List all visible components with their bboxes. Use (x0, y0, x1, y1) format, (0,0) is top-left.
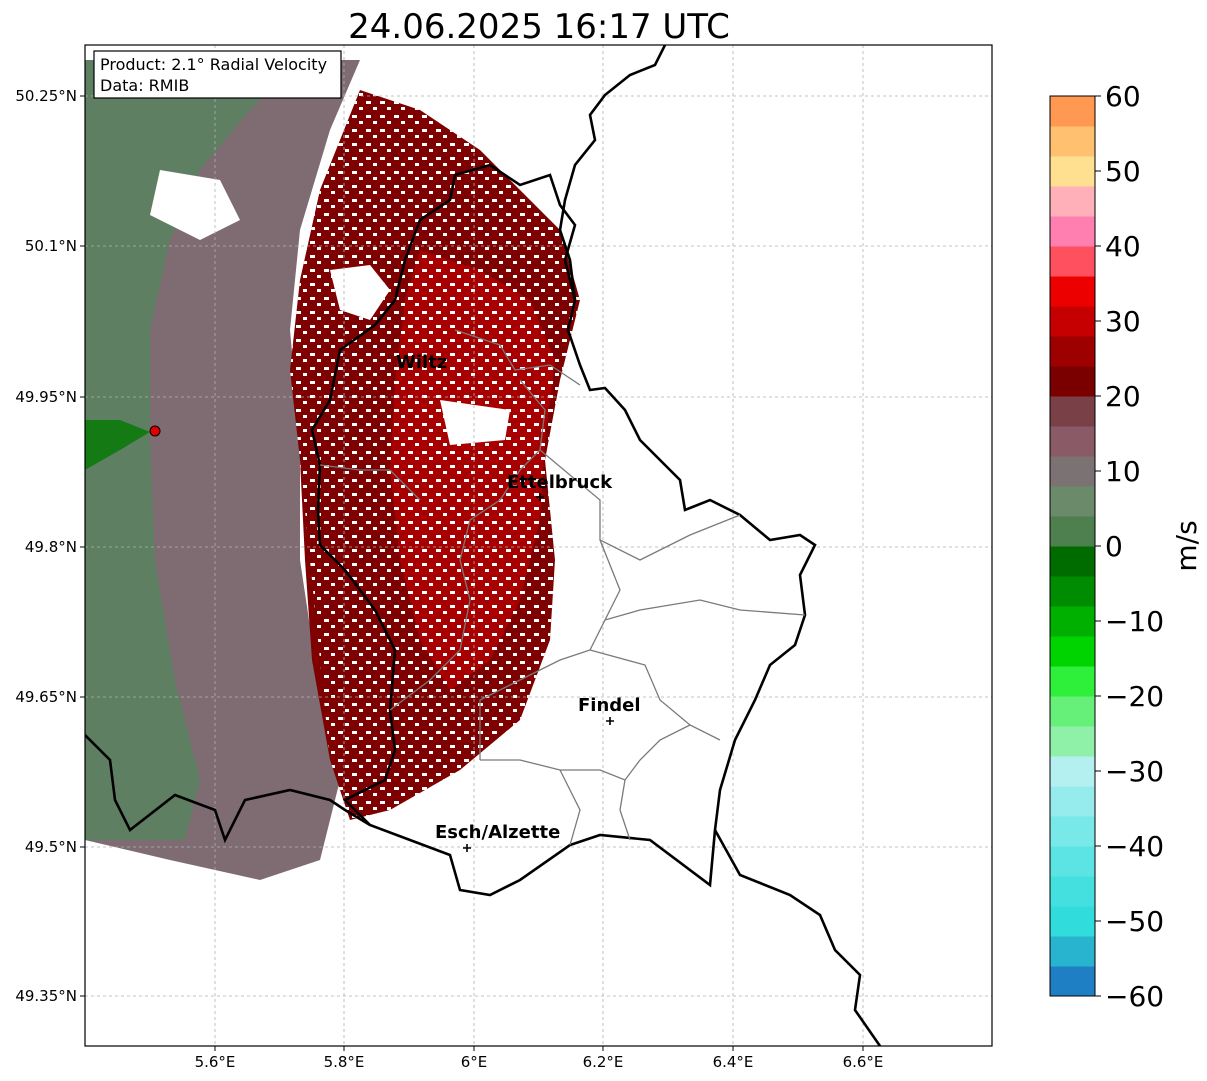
colorbar-segment (1050, 336, 1095, 367)
city-label-ettelbruck: Ettelbruck (507, 472, 613, 493)
colorbar-tick-label: −40 (1105, 830, 1164, 863)
colorbar-segment (1050, 486, 1095, 517)
data-source-label: Data: RMIB (100, 76, 189, 95)
france-border-south (713, 829, 882, 1046)
colorbar-segment (1050, 456, 1095, 487)
colorbar-segment (1050, 306, 1095, 337)
findel-marker (606, 717, 614, 725)
colorbar-tick-label: −10 (1105, 605, 1164, 638)
colorbar-segment (1050, 216, 1095, 247)
colorbar-segment (1050, 846, 1095, 877)
colorbar-segment (1050, 396, 1095, 427)
colorbar-segment (1050, 936, 1095, 967)
velocity-zone-green-dark (85, 420, 150, 470)
lat-tick-label: 49.35°N (15, 987, 77, 1005)
product-label: Product: 2.1° Radial Velocity (100, 55, 327, 74)
lat-axis: 50.25°N 50.1°N 49.95°N 49.8°N 49.65°N 49… (15, 87, 85, 1005)
esch-marker (463, 844, 471, 852)
lon-axis: 5.6°E 5.8°E 6°E 6.2°E 6.4°E 6.6°E (195, 1046, 884, 1071)
echo-gap-ne (440, 400, 510, 445)
colorbar-segment (1050, 366, 1095, 397)
colorbar-segment (1050, 186, 1095, 217)
colorbar-tick-label: −50 (1105, 905, 1164, 938)
borders (85, 45, 882, 1046)
city-label-esch: Esch/Alzette (435, 822, 560, 843)
city-markers (463, 493, 614, 852)
lat-tick-label: 50.1°N (25, 237, 77, 255)
colorbar: 60 50 40 30 20 10 0 −10 −20 −30 −40 −50 −60 m/s (1049, 80, 1203, 1013)
echo-gap-center (330, 265, 390, 320)
germany-border-east (558, 45, 667, 301)
city-label-findel: Findel (578, 695, 641, 716)
colorbar-segment (1050, 96, 1095, 127)
lat-tick-label: 50.25°N (15, 87, 77, 105)
colorbar-segment (1050, 126, 1095, 157)
colorbar-segment (1050, 786, 1095, 817)
info-box: Product: 2.1° Radial Velocity Data: RMIB (93, 50, 342, 99)
colorbar-segment (1050, 276, 1095, 307)
ettelbruck-marker (536, 493, 544, 501)
lon-tick-label: 6°E (461, 1053, 488, 1071)
colorbar-segment (1050, 756, 1095, 787)
colorbar-tick-label: 60 (1105, 80, 1141, 113)
echo-gap-north (150, 170, 240, 240)
colorbar-tick-label: 0 (1105, 530, 1123, 563)
radar-site-marker (149, 425, 161, 437)
colorbar-tick-label: 30 (1105, 305, 1141, 338)
colorbar-tick-label: 10 (1105, 455, 1141, 488)
colorbar-segment (1050, 246, 1095, 277)
colorbar-tick-label: −60 (1105, 980, 1164, 1013)
map-frame (84, 44, 993, 1047)
colorbar-segment (1050, 546, 1095, 577)
colorbar-segment (1050, 156, 1095, 187)
colorbar-segment (1050, 606, 1095, 637)
colorbar-segment (1050, 906, 1095, 937)
lon-tick-label: 6.4°E (713, 1053, 754, 1071)
colorbar-segment (1050, 876, 1095, 907)
colorbar-tick-label: 40 (1105, 230, 1141, 263)
belgium-france-border (85, 734, 371, 844)
lat-tick-label: 49.5°N (25, 838, 77, 856)
colorbar-segment (1050, 726, 1095, 757)
colorbar-segment (1050, 696, 1095, 727)
colorbar-tick-label: 20 (1105, 380, 1141, 413)
lat-tick-label: 49.8°N (25, 538, 77, 556)
velocity-zone-green (85, 60, 300, 840)
lon-tick-label: 5.6°E (195, 1053, 236, 1071)
colorbar-segments (1050, 96, 1095, 997)
colorbar-unit-label: m/s (1170, 520, 1203, 571)
map-grid (85, 45, 992, 1046)
colorbar-tick-label: −20 (1105, 680, 1164, 713)
cantons (319, 329, 806, 846)
lon-tick-label: 6.2°E (583, 1053, 624, 1071)
velocity-field (85, 60, 580, 880)
map-area: Wiltz Ettelbruck Findel Esch/Alzette Pro… (84, 44, 993, 1047)
colorbar-tick-label: 50 (1105, 155, 1141, 188)
colorbar-segment (1050, 636, 1095, 667)
lat-tick-label: 49.65°N (15, 688, 77, 706)
colorbar-segment (1050, 816, 1095, 847)
colorbar-segment (1050, 576, 1095, 607)
colorbar-segment (1050, 966, 1095, 997)
lon-tick-label: 5.8°E (324, 1053, 365, 1071)
colorbar-segment (1050, 516, 1095, 547)
colorbar-segment (1050, 666, 1095, 697)
lon-tick-label: 6.6°E (843, 1053, 884, 1071)
colorbar-tick-label: −30 (1105, 755, 1164, 788)
colorbar-ticks: 60 50 40 30 20 10 0 −10 −20 −30 −40 −50 −60 (1095, 80, 1164, 1013)
city-label-wiltz: Wiltz (396, 352, 447, 373)
chart-title: 24.06.2025 16:17 UTC (348, 7, 730, 47)
lat-tick-label: 49.95°N (15, 388, 77, 406)
colorbar-segment (1050, 426, 1095, 457)
